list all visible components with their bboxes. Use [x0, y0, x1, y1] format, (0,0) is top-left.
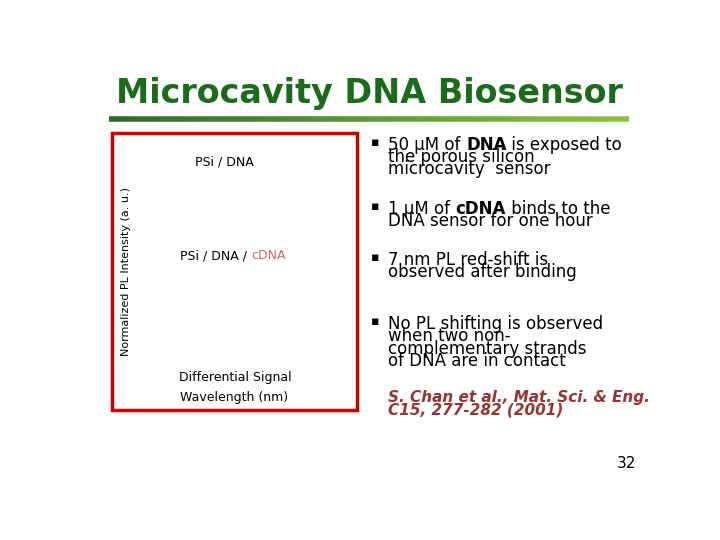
Text: when two non-: when two non- [388, 327, 511, 346]
Text: PSi / DNA /: PSi / DNA / [180, 249, 251, 262]
Text: 32: 32 [617, 456, 636, 471]
Text: C15, 277-282 (2001): C15, 277-282 (2001) [388, 402, 564, 417]
Text: Microcavity DNA Biosensor: Microcavity DNA Biosensor [116, 77, 622, 110]
Text: Differential Signal: Differential Signal [179, 371, 292, 384]
Text: 50 μM of: 50 μM of [388, 136, 466, 154]
Text: binds to the: binds to the [506, 200, 611, 218]
Text: 1 μM of: 1 μM of [388, 200, 456, 218]
Text: DNA sensor for one hour: DNA sensor for one hour [388, 212, 593, 230]
Text: Normalized PL Intensity (a. u.): Normalized PL Intensity (a. u.) [121, 187, 130, 356]
Text: the porous silicon: the porous silicon [388, 148, 535, 166]
Text: DNA: DNA [466, 136, 506, 154]
FancyBboxPatch shape [112, 132, 356, 410]
Text: 7 nm PL red-shift is: 7 nm PL red-shift is [388, 251, 549, 269]
Text: complementary strands: complementary strands [388, 340, 587, 357]
Text: No PL shifting is observed: No PL shifting is observed [388, 315, 603, 333]
Text: observed after binding: observed after binding [388, 264, 577, 281]
Text: cDNA: cDNA [251, 249, 285, 262]
Text: Wavelength (nm): Wavelength (nm) [180, 391, 288, 404]
Text: S. Chan et al., Mat. Sci. & Eng.: S. Chan et al., Mat. Sci. & Eng. [388, 390, 650, 405]
Text: ▪: ▪ [371, 200, 379, 213]
Text: cDNA: cDNA [456, 200, 506, 218]
Text: of DNA are in contact: of DNA are in contact [388, 352, 566, 370]
Text: ▪: ▪ [371, 315, 379, 328]
Text: ▪: ▪ [371, 251, 379, 264]
Text: is exposed to: is exposed to [506, 136, 622, 154]
Text: PSi / DNA: PSi / DNA [194, 156, 253, 168]
Text: ▪: ▪ [371, 136, 379, 148]
Text: microcavity  sensor: microcavity sensor [388, 160, 551, 178]
